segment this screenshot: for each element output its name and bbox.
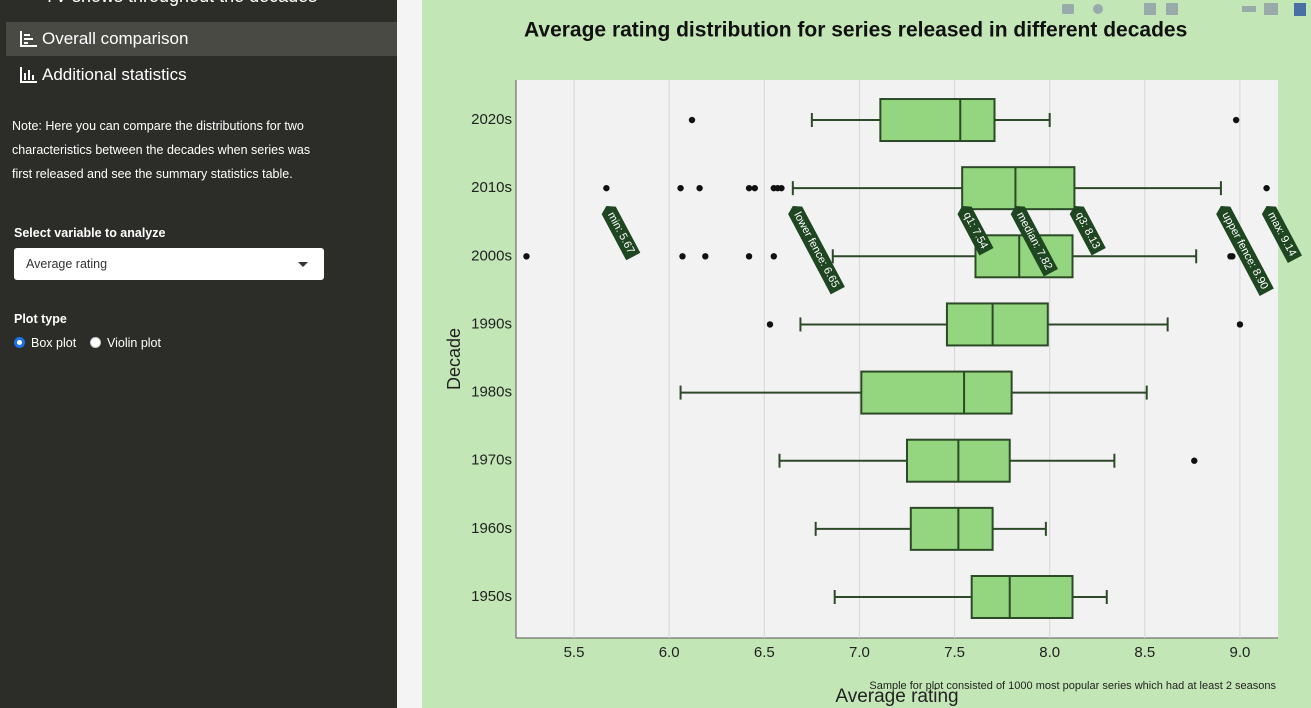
y-tick-label: 1950s [471,588,512,605]
hover-label-box [601,206,641,261]
box-group [679,370,1148,415]
icon [20,67,37,83]
icon [20,31,37,47]
hover-label-box [1069,206,1106,256]
hover-label-box [1216,206,1274,296]
x-tick-label: 6.0 [659,644,680,661]
x-tick-label: 8.0 [1039,644,1060,661]
box-group [688,98,1240,143]
select-label: Select variable to analyze [14,226,166,240]
menu-label: Additional statistics [42,65,187,84]
y-tick-label: 1990s [471,315,512,332]
hover-label-box [1261,206,1302,264]
x-tick-label: 7.5 [944,644,965,661]
x-tick-label: 8.5 [1134,644,1155,661]
box-group [833,575,1108,619]
sidebar: TV shows throughout the decades Overall … [0,0,397,708]
menu-item[interactable]: Additional statistics [6,58,397,92]
outlier [1232,116,1240,124]
y-tick-label: 2010s [471,179,512,196]
outlier [677,184,684,192]
radio-option[interactable]: Box plot [14,336,76,350]
outlier [1229,253,1236,260]
plot-type-label: Plot type [14,312,67,326]
box-group [814,506,1047,551]
y-tick-label: 2000s [471,247,512,264]
outlier [1191,457,1198,464]
dropdown-value: Average rating [26,257,108,271]
outlier [702,253,709,260]
y-tick-label: 1970s [471,452,512,469]
y-tick-label: 2020s [471,111,512,128]
plot-area [516,80,1278,638]
chart-title: Average rating distribution for series r… [524,19,1187,42]
hover-label-box [1010,206,1058,277]
x-tick-label: 9.0 [1230,644,1251,661]
box [974,234,1074,279]
outlier [751,184,758,192]
outlier [745,184,753,192]
box-group [523,234,1236,279]
box [909,506,994,551]
box [961,166,1076,211]
outlier [1263,184,1270,192]
x-tick-label: 6.5 [754,644,775,661]
footnote: Sample for plot consisted of 1000 most p… [869,680,1276,692]
box [879,98,996,143]
divider [397,0,422,708]
outlier [745,253,753,260]
box [970,575,1074,619]
box-group [766,302,1244,347]
outlier [679,253,686,260]
y-axis-label: Decade [444,328,464,390]
outlier [688,116,696,124]
app-title: TV shows throughout the decades [44,0,317,7]
outlier [523,253,530,260]
outlier [603,184,610,192]
outlier [770,253,778,260]
outlier [766,321,774,328]
x-axis-label: Average rating [835,686,958,707]
hover-label-box [788,206,845,295]
box-group [778,438,1198,483]
radio-option[interactable]: Violin plot [90,336,161,350]
y-tick-label: 1960s [471,520,512,537]
hover-label-box [957,206,994,256]
modebar [1062,3,1306,16]
x-tick-label: 7.0 [849,644,870,661]
menu-item[interactable]: Overall comparison [6,22,397,56]
outlier [778,184,785,192]
menu-label: Overall comparison [42,29,189,48]
radio-label: Violin plot [107,336,161,350]
y-tick-label: 1980s [471,384,512,401]
box [945,302,1049,347]
box-group [603,166,1270,211]
dropdown[interactable]: Average rating [14,248,324,280]
radio-label: Box plot [31,336,77,350]
note: Note: Here you can compare the distribut… [12,119,311,181]
box [860,370,1013,415]
x-tick-label: 5.5 [564,644,585,661]
outlier [1236,321,1244,328]
outlier [696,184,703,192]
